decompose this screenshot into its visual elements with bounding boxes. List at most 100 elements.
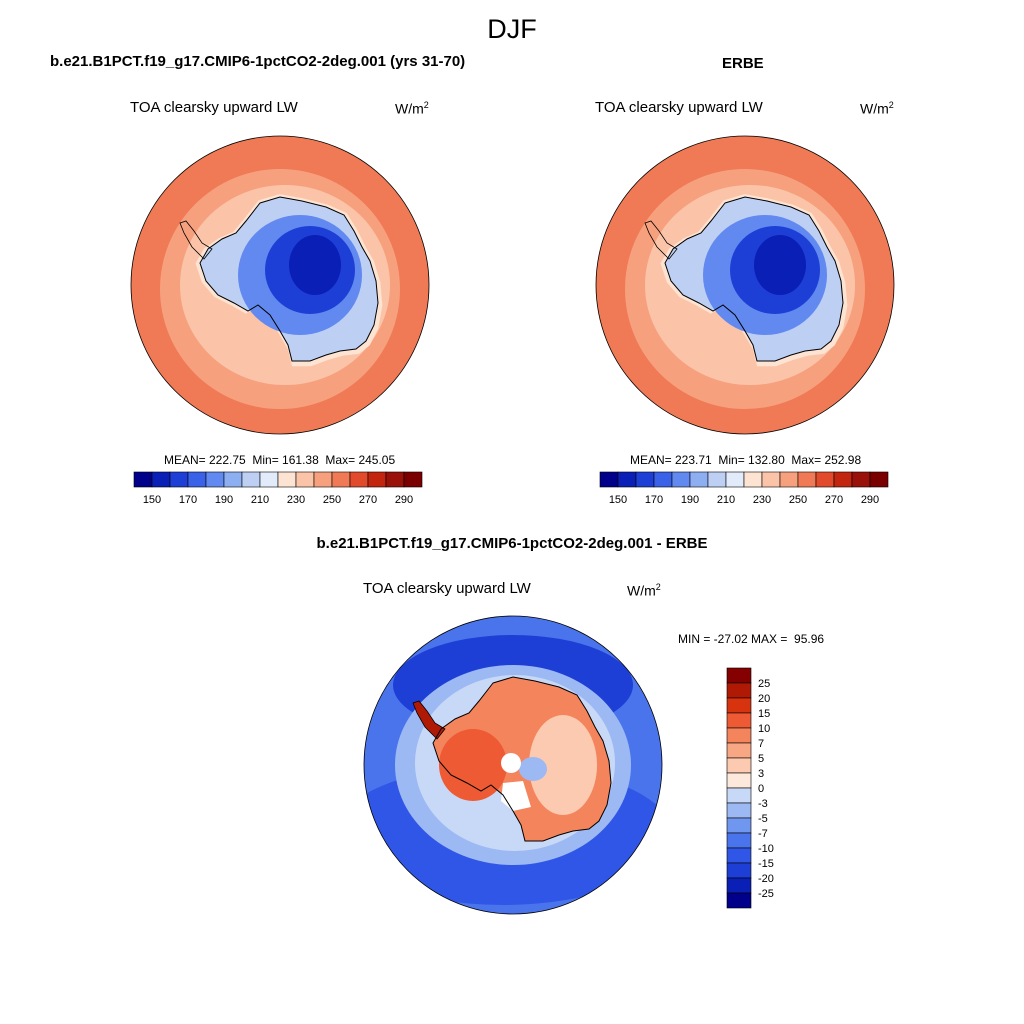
diff-colorbar-tick-label: 25: [758, 678, 770, 690]
obs-colorbar-swatch: [851, 471, 871, 488]
obs-colorbar-tick-label: 150: [609, 494, 627, 506]
diff-colorbar-swatch: [726, 667, 752, 684]
diff-polar-map: [363, 615, 663, 915]
diff-colorbar-tick-label: 15: [758, 708, 770, 720]
obs-colorbar-swatch: [707, 471, 727, 488]
diff-panel-header: b.e21.B1PCT.f19_g17.CMIP6-1pctCO2-2deg.0…: [316, 535, 708, 552]
model-colorbar-swatch: [295, 471, 315, 488]
model-stats: MEAN= 222.75 Min= 161.38 Max= 245.05: [164, 453, 396, 467]
obs-colorbar-swatch: [689, 471, 709, 488]
obs-colorbar-swatch: [635, 471, 655, 488]
model-colorbar-swatch: [205, 471, 225, 488]
obs-colorbar-swatch: [761, 471, 781, 488]
model-colorbar-swatch: [277, 471, 297, 488]
model-map-border: [130, 135, 430, 435]
model-colorbar-swatch: [259, 471, 279, 488]
diff-colorbar-tick-label: -15: [758, 858, 774, 870]
obs-colorbar-swatch: [779, 471, 799, 488]
figure-title: DJF: [487, 14, 537, 44]
diff-colorbar-tick-label: -5: [758, 813, 768, 825]
diff-map-border: [363, 615, 663, 915]
obs-colorbar-swatch: [869, 471, 889, 488]
diff-colorbar-swatch: [726, 877, 752, 894]
model-colorbar-swatch: [385, 471, 405, 488]
obs-panel-header: ERBE: [722, 55, 764, 72]
diff-colorbar-tick-label: -20: [758, 873, 774, 885]
obs-colorbar-swatch: [743, 471, 763, 488]
model-colorbar-swatch: [151, 471, 171, 488]
obs-colorbar-tick-label: 210: [717, 494, 735, 506]
model-units-label: W/m2: [395, 100, 429, 117]
model-colorbar-tick-label: 290: [395, 494, 413, 506]
obs-colorbar-swatch: [671, 471, 691, 488]
obs-colorbar-swatch: [599, 471, 619, 488]
diff-peninsula-coastline: [412, 700, 446, 740]
obs-colorbar-swatch: [797, 471, 817, 488]
diff-field-contour: [529, 715, 597, 815]
model-variable-label: TOA clearsky upward LW: [130, 99, 298, 116]
obs-colorbar-swatch: [725, 471, 745, 488]
obs-map-border: [595, 135, 895, 435]
obs-units-label: W/m2: [860, 100, 894, 117]
model-colorbar-swatch: [367, 471, 387, 488]
obs-colorbar-swatch: [617, 471, 637, 488]
diff-colorbar-swatch: [726, 832, 752, 849]
model-colorbar-swatch: [223, 471, 243, 488]
diff-missing-data-hole: [501, 753, 521, 773]
model-colorbar-swatch: [169, 471, 189, 488]
diff-colorbar-swatch: [726, 727, 752, 744]
diff-colorbar-swatch: [726, 817, 752, 834]
diff-colorbar-swatch: [726, 712, 752, 729]
diff-colorbar-tick-label: 5: [758, 753, 764, 765]
obs-stats: MEAN= 223.71 Min= 132.80 Max= 252.98: [630, 453, 862, 467]
model-peninsula-coastline: [179, 220, 213, 260]
diff-field-contour: [413, 701, 445, 739]
diff-colorbar-swatch: [726, 757, 752, 774]
model-colorbar-swatch: [187, 471, 207, 488]
model-panel-header: b.e21.B1PCT.f19_g17.CMIP6-1pctCO2-2deg.0…: [50, 53, 466, 70]
diff-units-label: W/m2: [627, 582, 661, 599]
diff-colorbar-tick-label: 20: [758, 693, 770, 705]
model-polar-map: [130, 135, 430, 435]
obs-peninsula-coastline: [644, 220, 678, 260]
obs-colorbar-tick-label: 290: [861, 494, 879, 506]
obs-variable-label: TOA clearsky upward LW: [595, 99, 763, 116]
diff-colorbar: 25 20 15 10 7 5 3 0 -3 -5 -7 -10 -15 -20 -25: [726, 667, 774, 909]
diff-colorbar-tick-label: 0: [758, 783, 764, 795]
diff-colorbar-swatch: [726, 682, 752, 699]
diff-stats: MIN = -27.02 MAX = 95.96: [678, 632, 825, 646]
model-colorbar: 150 170 190 210 230 250 270 290: [133, 471, 423, 506]
obs-colorbar-tick-label: 270: [825, 494, 843, 506]
model-colorbar-swatch: [313, 471, 333, 488]
model-colorbar-tick-label: 170: [179, 494, 197, 506]
diff-colorbar-swatch: [726, 847, 752, 864]
diff-colorbar-tick-label: 7: [758, 738, 764, 750]
model-colorbar-swatch: [349, 471, 369, 488]
obs-colorbar-tick-label: 230: [753, 494, 771, 506]
diff-colorbar-swatch: [726, 862, 752, 879]
model-colorbar-swatch: [241, 471, 261, 488]
diff-colorbar-swatch: [726, 697, 752, 714]
model-colorbar-tick-label: 230: [287, 494, 305, 506]
model-colorbar-swatch: [331, 471, 351, 488]
model-coastline: [199, 196, 379, 362]
model-field-contour: [289, 235, 341, 295]
diff-colorbar-tick-label: 10: [758, 723, 770, 735]
diff-colorbar-swatch: [726, 772, 752, 789]
model-colorbar-swatch: [403, 471, 423, 488]
diff-colorbar-swatch: [726, 742, 752, 759]
obs-colorbar: 150 170 190 210 230 250 270 290: [599, 471, 889, 506]
diff-field-contour: [439, 729, 507, 801]
diff-colorbar-tick-label: -3: [758, 798, 768, 810]
obs-colorbar-tick-label: 250: [789, 494, 807, 506]
diff-colorbar-swatch: [726, 787, 752, 804]
obs-colorbar-swatch: [833, 471, 853, 488]
model-colorbar-tick-label: 190: [215, 494, 233, 506]
diff-colorbar-tick-label: 3: [758, 768, 764, 780]
obs-polar-map: [595, 135, 895, 435]
diff-coastline: [432, 676, 612, 842]
model-colorbar-swatch: [133, 471, 153, 488]
model-colorbar-tick-label: 250: [323, 494, 341, 506]
model-colorbar-tick-label: 210: [251, 494, 269, 506]
obs-coastline: [664, 196, 844, 362]
